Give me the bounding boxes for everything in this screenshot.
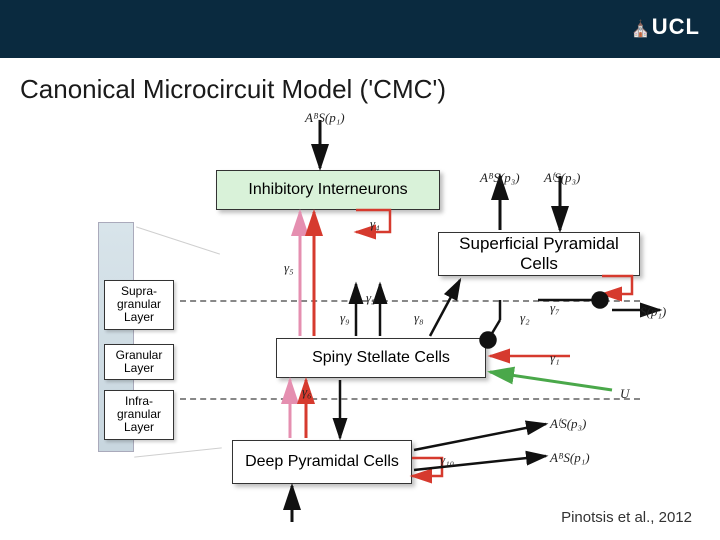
logo-text: UCL bbox=[652, 14, 700, 39]
formula-afs-p3: AᶠS(p₃) bbox=[544, 170, 580, 186]
gamma-6: γ₆ bbox=[302, 384, 312, 400]
portico-icon: ⛪ bbox=[631, 21, 652, 38]
box-superficial: Superficial Pyramidal Cells bbox=[438, 232, 640, 276]
slide-title: Canonical Microcircuit Model ('CMC') bbox=[20, 74, 446, 105]
gamma-3: γ₃ bbox=[366, 290, 376, 306]
ucl-logo: ⛪UCL bbox=[631, 14, 700, 40]
label-supragranular: Supra- granular Layer bbox=[104, 280, 174, 330]
gamma-1: γ₁ bbox=[550, 350, 560, 366]
conn-line bbox=[134, 447, 222, 457]
formula-abs-p3: AᴮS(p₃) bbox=[480, 170, 520, 186]
formula-top: AᴮS(p₁) bbox=[305, 110, 345, 126]
layer-divider bbox=[180, 398, 640, 400]
gamma-10: γ₁₀ bbox=[440, 452, 454, 468]
gamma-9: γ₉ bbox=[340, 310, 350, 326]
header-bar: ⛪UCL bbox=[0, 0, 720, 58]
formula-afs-p3-b: AᶠS(p₃) bbox=[550, 416, 586, 432]
gamma-7: γ₇ bbox=[550, 300, 560, 316]
box-spiny: Spiny Stellate Cells bbox=[276, 338, 486, 378]
formula-sp1: S(p₁) bbox=[640, 304, 666, 320]
label-infragranular: Infra- granular Layer bbox=[104, 390, 174, 440]
citation: Pinotsis et al., 2012 bbox=[561, 509, 692, 526]
label-granular: Granular Layer bbox=[104, 344, 174, 380]
gamma-5: γ₅ bbox=[284, 260, 294, 276]
gamma-4: γ₄ bbox=[370, 216, 380, 232]
box-inhibitory: Inhibitory Interneurons bbox=[216, 170, 440, 210]
conn-line bbox=[136, 226, 220, 254]
formula-U: U bbox=[620, 386, 629, 402]
layer-divider bbox=[180, 300, 640, 302]
formula-abs-p1-b: AᴮS(p₁) bbox=[550, 450, 590, 466]
gamma-2: γ₂ bbox=[520, 310, 530, 326]
gamma-8: γ₈ bbox=[414, 310, 424, 326]
box-deep: Deep Pyramidal Cells bbox=[232, 440, 412, 484]
